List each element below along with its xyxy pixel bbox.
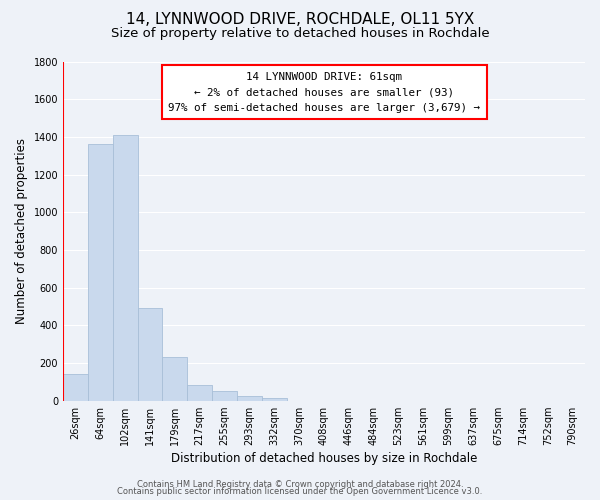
Text: Size of property relative to detached houses in Rochdale: Size of property relative to detached ho… <box>110 28 490 40</box>
Bar <box>237 396 262 400</box>
Text: Contains HM Land Registry data © Crown copyright and database right 2024.: Contains HM Land Registry data © Crown c… <box>137 480 463 489</box>
Text: 14, LYNNWOOD DRIVE, ROCHDALE, OL11 5YX: 14, LYNNWOOD DRIVE, ROCHDALE, OL11 5YX <box>126 12 474 28</box>
Bar <box>113 135 137 400</box>
Bar <box>163 358 187 401</box>
Bar <box>63 374 88 400</box>
Bar <box>212 392 237 400</box>
Text: 14 LYNNWOOD DRIVE: 61sqm
← 2% of detached houses are smaller (93)
97% of semi-de: 14 LYNNWOOD DRIVE: 61sqm ← 2% of detache… <box>168 72 480 113</box>
Bar <box>187 384 212 400</box>
Bar <box>137 308 163 400</box>
X-axis label: Distribution of detached houses by size in Rochdale: Distribution of detached houses by size … <box>171 452 477 465</box>
Bar <box>88 144 113 400</box>
Y-axis label: Number of detached properties: Number of detached properties <box>15 138 28 324</box>
Bar <box>262 398 287 400</box>
Text: Contains public sector information licensed under the Open Government Licence v3: Contains public sector information licen… <box>118 487 482 496</box>
